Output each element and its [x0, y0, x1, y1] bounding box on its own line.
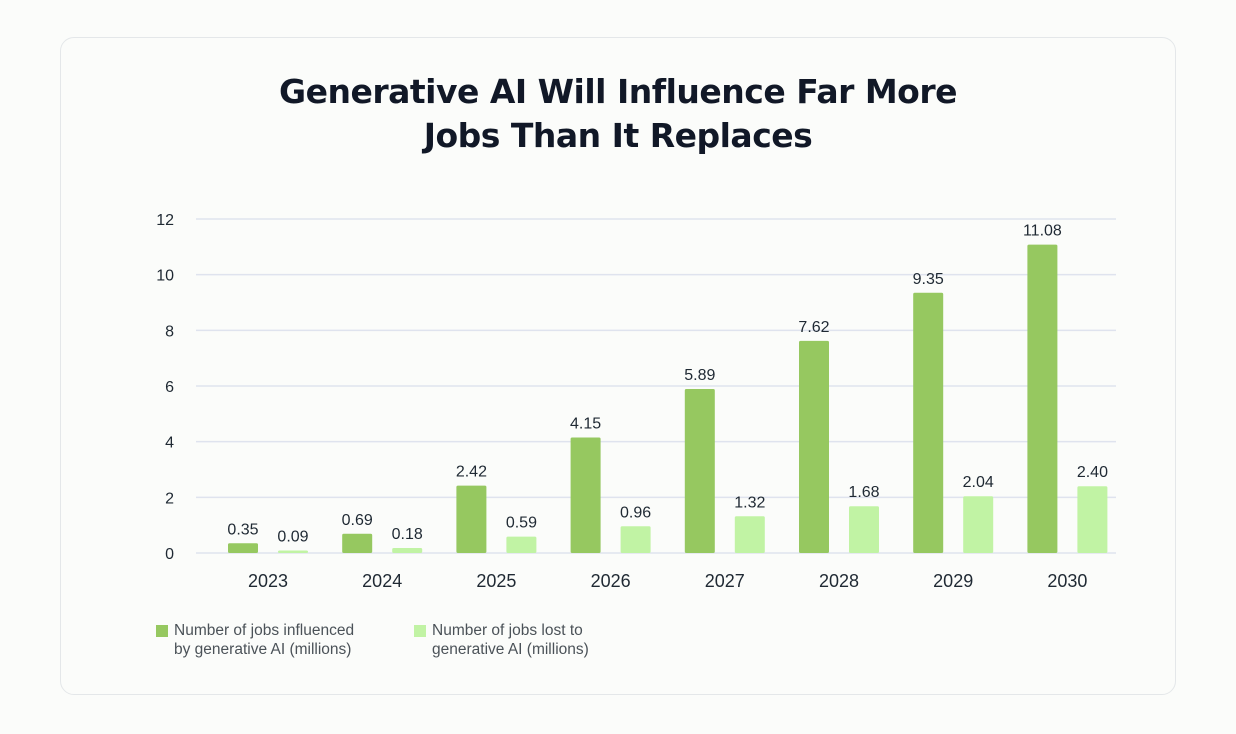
- bar-influenced: [1027, 244, 1058, 553]
- y-tick-label: 0: [165, 546, 174, 563]
- bar-influenced: [456, 485, 487, 553]
- data-label-influenced: 11.08: [1023, 223, 1062, 240]
- data-label-influenced: 2.42: [456, 464, 487, 481]
- data-label-influenced: 0.69: [342, 512, 373, 529]
- data-label-lost: 0.18: [392, 526, 423, 543]
- data-label-lost: 1.68: [848, 484, 879, 501]
- bar-lost: [963, 496, 994, 553]
- data-label-lost: 0.96: [620, 504, 651, 521]
- bar-lost: [392, 547, 423, 553]
- y-tick-label: 8: [165, 323, 174, 340]
- bar-lost: [506, 536, 537, 553]
- data-label-lost: 0.09: [277, 528, 308, 545]
- data-label-influenced: 4.15: [570, 415, 601, 432]
- x-tick-label: 2027: [705, 571, 745, 591]
- data-label-influenced: 0.35: [227, 521, 258, 538]
- legend-item-influenced: Number of jobs influenced by generative …: [156, 621, 384, 659]
- bar-lost: [620, 526, 651, 553]
- data-label-influenced: 7.62: [798, 319, 829, 336]
- chart-title: Generative AI Will Influence Far More Jo…: [0, 70, 1236, 158]
- data-label-influenced: 9.35: [913, 271, 944, 288]
- y-tick-label: 2: [165, 490, 174, 507]
- y-tick-label: 12: [156, 212, 174, 229]
- bar-influenced: [342, 533, 373, 553]
- legend-swatch-lost: [414, 625, 426, 637]
- y-tick-label: 6: [165, 379, 174, 396]
- legend-label-lost: Number of jobs lost to generative AI (mi…: [432, 622, 589, 658]
- x-tick-label: 2030: [1047, 571, 1087, 591]
- data-label-lost: 2.40: [1077, 464, 1108, 481]
- data-label-lost: 1.32: [734, 494, 765, 511]
- bar-influenced: [684, 389, 715, 553]
- legend-swatch-influenced: [156, 625, 168, 637]
- legend-item-lost: Number of jobs lost to generative AI (mi…: [414, 621, 642, 659]
- legend-label-influenced: Number of jobs influenced by generative …: [174, 622, 355, 658]
- bar-influenced: [799, 340, 829, 553]
- bar-lost: [734, 516, 765, 553]
- x-tick-label: 2028: [819, 571, 859, 591]
- x-tick-label: 2023: [248, 571, 288, 591]
- bar-lost: [849, 506, 879, 553]
- data-label-lost: 2.04: [963, 474, 994, 491]
- x-tick-label: 2029: [933, 571, 973, 591]
- bar-lost: [1077, 486, 1108, 553]
- y-tick-label: 10: [156, 268, 174, 285]
- chart-card: [60, 37, 1176, 695]
- chart-title-line-2: Jobs Than It Replaces: [423, 116, 813, 155]
- bar-lost: [278, 550, 308, 553]
- y-tick-label: 4: [165, 435, 174, 452]
- chart-title-line-1: Generative AI Will Influence Far More: [278, 72, 958, 111]
- data-label-lost: 0.59: [506, 515, 537, 532]
- x-tick-label: 2026: [591, 571, 631, 591]
- bar-influenced: [570, 437, 601, 553]
- bar-influenced: [913, 292, 944, 553]
- x-tick-label: 2025: [476, 571, 516, 591]
- x-tick-label: 2024: [362, 571, 402, 591]
- data-label-influenced: 5.89: [684, 367, 715, 384]
- bar-influenced: [228, 543, 258, 553]
